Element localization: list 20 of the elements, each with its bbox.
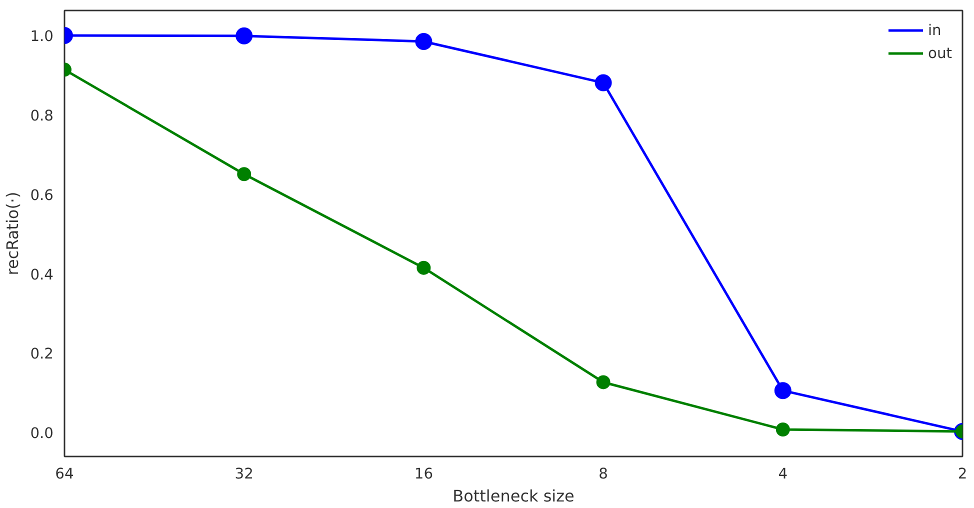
point	[415, 32, 432, 50]
y-tick-label: 0.8	[30, 107, 54, 124]
y-tick-label: 1.0	[30, 28, 54, 46]
x-tick-label: 8	[598, 466, 608, 482]
x-tick-label: 16	[414, 466, 434, 482]
point	[596, 375, 610, 390]
x-tick-label: 4	[778, 466, 788, 482]
y-tick-label: 0.4	[30, 266, 54, 284]
legend-label: in	[928, 22, 942, 38]
point	[416, 260, 431, 275]
point	[594, 74, 612, 92]
x-tick-label: 64	[55, 466, 74, 482]
y-tick-label: 0.2	[30, 346, 54, 363]
y-axis-title: recRatio(·)	[3, 192, 22, 276]
x-tick-label: 32	[234, 466, 254, 482]
y-tick-label: 0.0	[30, 425, 54, 442]
x-tick-label: 2	[958, 466, 968, 482]
legend-label: out	[928, 44, 952, 62]
y-tick-label: 0.6	[30, 186, 54, 204]
x-axis-title: Bottleneck size	[452, 486, 574, 506]
